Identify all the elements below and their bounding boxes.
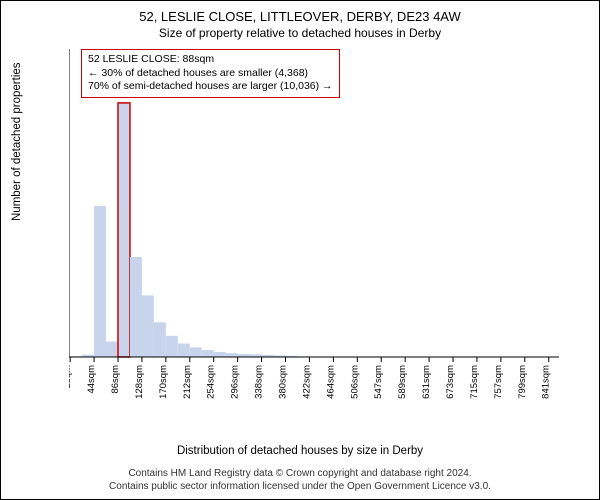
- x-axis-label: Distribution of detached houses by size …: [1, 445, 599, 457]
- annotation-line3: 70% of semi-detached houses are larger (…: [88, 80, 333, 94]
- x-tick-label: 2sqm: [69, 365, 73, 388]
- x-tick-label: 128sqm: [134, 365, 145, 399]
- x-tick-label: 631sqm: [421, 365, 432, 399]
- x-tick-label: 380sqm: [278, 365, 289, 399]
- x-tick-label: 464sqm: [325, 365, 336, 399]
- histogram-bar: [226, 353, 238, 357]
- footer-line1: Contains HM Land Registry data © Crown c…: [1, 467, 599, 480]
- histogram-bar: [142, 295, 154, 357]
- histogram-bar: [214, 352, 226, 357]
- histogram-bar: [166, 336, 178, 357]
- y-axis-label: Number of detached properties: [11, 62, 23, 221]
- plot-svg: 0100020003000400050006000700080002sqm44s…: [69, 49, 569, 409]
- histogram-bar: [178, 344, 190, 357]
- x-tick-label: 44sqm: [86, 365, 97, 394]
- x-tick-label: 547sqm: [373, 365, 384, 399]
- histogram-bar: [106, 342, 118, 357]
- histogram-bar: [94, 206, 106, 357]
- x-tick-label: 170sqm: [158, 365, 169, 399]
- chart-area: 0100020003000400050006000700080002sqm44s…: [69, 49, 569, 409]
- footer-line2: Contains public sector information licen…: [1, 480, 599, 493]
- highlight-bar: [118, 103, 130, 357]
- x-tick-label: 757sqm: [493, 365, 504, 399]
- x-tick-label: 799sqm: [517, 365, 528, 399]
- histogram-bar: [190, 347, 202, 357]
- x-tick-label: 715sqm: [469, 365, 480, 399]
- annotation-line2: ← 30% of detached houses are smaller (4,…: [88, 67, 333, 81]
- histogram-bar: [202, 350, 214, 357]
- x-tick-label: 86sqm: [110, 365, 121, 394]
- x-tick-label: 338sqm: [254, 365, 265, 399]
- histogram-bar: [130, 257, 142, 357]
- x-tick-label: 673sqm: [445, 365, 456, 399]
- annotation-line1: 52 LESLIE CLOSE: 88sqm: [88, 53, 333, 67]
- x-tick-label: 296sqm: [230, 365, 241, 399]
- chart-title: 52, LESLIE CLOSE, LITTLEOVER, DERBY, DE2…: [1, 9, 599, 24]
- x-tick-label: 254sqm: [206, 365, 217, 399]
- histogram-bar: [154, 322, 166, 357]
- chart-subtitle: Size of property relative to detached ho…: [1, 26, 599, 40]
- x-tick-label: 506sqm: [349, 365, 360, 399]
- x-tick-label: 841sqm: [541, 365, 552, 399]
- x-tick-label: 212sqm: [182, 365, 193, 399]
- footer: Contains HM Land Registry data © Crown c…: [1, 467, 599, 493]
- x-tick-label: 589sqm: [397, 365, 408, 399]
- x-tick-label: 422sqm: [301, 365, 312, 399]
- chart-container: 52, LESLIE CLOSE, LITTLEOVER, DERBY, DE2…: [0, 0, 600, 500]
- annotation-box: 52 LESLIE CLOSE: 88sqm ← 30% of detached…: [81, 49, 340, 98]
